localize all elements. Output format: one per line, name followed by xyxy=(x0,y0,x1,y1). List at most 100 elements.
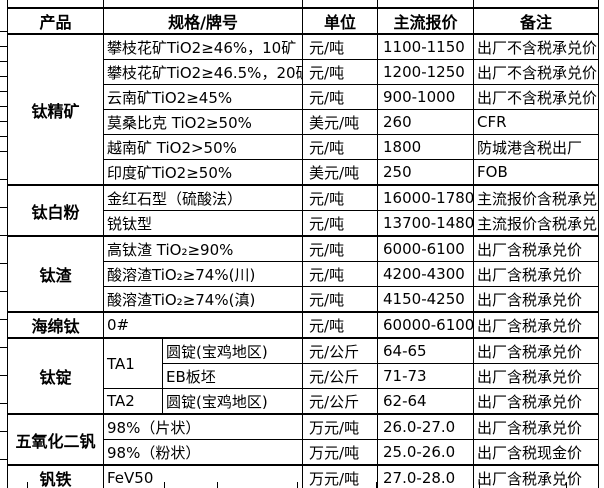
unit-cell: 元/吨 xyxy=(302,261,379,287)
price-cell: 16000-17800 xyxy=(377,184,475,211)
product-cell: 钛锭 xyxy=(7,337,104,415)
table-row: 钛锭 TA1 圆锭(宝鸡地区) 元/公斤 64-65 出厂含税承兑价 xyxy=(7,337,600,415)
left-sliver-ticks-top xyxy=(0,31,7,163)
unit-cell: 元/吨 xyxy=(302,286,379,313)
col-header-unit: 单位 xyxy=(302,7,379,35)
spec-cell: 攀枝花矿TiO2≥46.5%，20矿 xyxy=(102,59,304,85)
price-cell: 26.0-27.0 xyxy=(377,413,475,440)
note-cell: 出厂含税承兑价 xyxy=(473,235,600,262)
table-row: 钛渣 高钛渣 TiO₂≥90% 元/吨 6000-6100 出厂含税承兑价 xyxy=(7,235,600,313)
spec-cell: 莫桑比克 TiO2≥50% xyxy=(102,109,304,135)
spec-cell: FeV50 xyxy=(102,464,304,488)
product-cell: 钛精矿 xyxy=(7,33,104,186)
price-cell: 900-1000 xyxy=(377,84,475,110)
price-cell: 1200-1250 xyxy=(377,59,475,85)
note-cell: 出厂含税承兑价 xyxy=(473,388,600,415)
unit-cell: 万元/吨 xyxy=(302,413,379,440)
price-cell: 62-64 xyxy=(377,388,475,415)
table-row: 越南矿 TiO2>50% 元/吨 1800 防城港含税出厂 xyxy=(8,134,600,160)
top-strip-gridline xyxy=(302,0,303,8)
note-cell: CFR xyxy=(473,109,600,135)
note-cell: FOB xyxy=(473,159,600,186)
unit-cell: 元/公斤 xyxy=(302,337,379,364)
note-cell: 出厂不含税承兑价 xyxy=(473,59,600,85)
spec-cell: 越南矿 TiO2>50% xyxy=(102,134,304,160)
spec-cell: 酸溶渣TiO₂≥74%(川) xyxy=(102,261,304,287)
spec-cell: 0# xyxy=(102,311,304,339)
table-row: 钛精矿 攀枝花矿TiO2≥46%，10矿 元/吨 1100-1150 出厂不含税… xyxy=(7,33,600,186)
unit-cell: 元/吨 xyxy=(302,311,379,339)
header-row: 产品 规格/牌号 单位 主流报价 备注 xyxy=(7,7,600,35)
form-cell: EB板坯 xyxy=(161,363,304,389)
unit-cell: 元/吨 xyxy=(302,235,379,262)
unit-cell: 美元/吨 xyxy=(302,159,379,186)
table-row: 五氧化二钒 98%（片状） 万元/吨 26.0-27.0 出厂含税承兑价 xyxy=(7,413,600,466)
spec-cell: 印度矿TiO2≥50% xyxy=(102,159,304,186)
note-cell: 出厂含税现金价 xyxy=(473,439,600,466)
price-cell: 4150-4250 xyxy=(377,286,475,313)
unit-cell: 万元/吨 xyxy=(302,439,379,466)
note-cell: 出厂含税承兑价 xyxy=(473,363,600,389)
unit-cell: 元/吨 xyxy=(302,84,379,110)
table-row: EB板坯 元/公斤 71-73 出厂含税承兑价 xyxy=(8,363,600,389)
spec-cell: 98%（粉状） xyxy=(102,439,304,466)
unit-cell: 元/吨 xyxy=(302,210,379,237)
price-cell: 13700-14800 xyxy=(377,210,475,237)
col-header-price: 主流报价 xyxy=(377,7,475,35)
grade-cell: TA1 xyxy=(103,337,163,389)
grade-cell: TA2 xyxy=(103,388,163,415)
top-strip-gridline xyxy=(377,0,378,8)
price-cell: 4200-4300 xyxy=(377,261,475,287)
note-cell: 出厂含税承兑价 xyxy=(473,337,600,364)
note-cell: 出厂含税承兑价 xyxy=(473,464,600,488)
spec-cell: 98%（片状） xyxy=(102,413,304,440)
note-cell: 主流报价含税承兑 xyxy=(473,210,600,237)
note-cell: 主流报价含税承兑 xyxy=(473,184,600,211)
price-cell: 71-73 xyxy=(377,363,475,389)
note-cell: 出厂含税承兑价 xyxy=(473,413,600,440)
left-sliver-ticks-bottom xyxy=(0,179,7,481)
table-row: 云南矿TiO2≥45% 元/吨 900-1000 出厂不含税承兑价 xyxy=(8,84,600,110)
note-cell: 出厂含税承兑价 xyxy=(473,261,600,287)
spec-cell: 攀枝花矿TiO2≥46%，10矿 xyxy=(102,33,304,60)
price-cell: 250 xyxy=(377,159,475,186)
unit-cell: 万元/吨 xyxy=(302,464,379,488)
note-cell: 防城港含税出厂 xyxy=(473,134,600,160)
price-cell: 60000-61000 xyxy=(377,311,475,339)
price-cell: 64-65 xyxy=(377,337,475,364)
note-cell: 出厂含税承兑价 xyxy=(473,311,600,339)
price-cell: 25.0-26.0 xyxy=(377,439,475,466)
table-row: 海绵钛 0# 元/吨 60000-61000 出厂含税承兑价 xyxy=(7,311,600,339)
col-header-note: 备注 xyxy=(473,7,600,35)
table-row: TA2 圆锭(宝鸡地区) 元/公斤 62-64 出厂含税承兑价 xyxy=(8,388,600,415)
spec-cell: 锐钛型 xyxy=(102,210,304,237)
table-row: 酸溶渣TiO₂≥74%(川) 元/吨 4200-4300 出厂含税承兑价 xyxy=(8,261,600,287)
price-cell: 27.0-28.0 xyxy=(377,464,475,488)
product-cell: 钒铁 xyxy=(7,464,104,488)
note-cell: 出厂不含税承兑价 xyxy=(473,33,600,60)
price-cell: 260 xyxy=(377,109,475,135)
note-cell: 出厂含税承兑价 xyxy=(473,286,600,313)
unit-cell: 元/吨 xyxy=(302,33,379,60)
price-cell: 1100-1150 xyxy=(377,33,475,60)
unit-cell: 元/公斤 xyxy=(302,363,379,389)
product-cell: 钛白粉 xyxy=(7,184,104,237)
table-row: 酸溶渣TiO₂≥74%(滇) 元/吨 4150-4250 出厂含税承兑价 xyxy=(8,286,600,313)
spec-cell: 云南矿TiO2≥45% xyxy=(102,84,304,110)
spec-cell: 酸溶渣TiO₂≥74%(滇) xyxy=(102,286,304,313)
product-cell: 五氧化二钒 xyxy=(7,413,104,466)
unit-cell: 元/吨 xyxy=(302,59,379,85)
col-header-spec: 规格/牌号 xyxy=(102,7,304,35)
spec-cell: 金红石型（硫酸法） xyxy=(102,184,304,211)
product-cell: 海绵钛 xyxy=(7,311,104,339)
unit-cell: 元/吨 xyxy=(302,134,379,160)
top-strip-gridline xyxy=(103,0,104,8)
table-row: 钛白粉 金红石型（硫酸法） 元/吨 16000-17800 主流报价含税承兑 xyxy=(7,184,600,237)
unit-cell: 元/公斤 xyxy=(302,388,379,415)
price-cell: 6000-6100 xyxy=(377,235,475,262)
table-row: 莫桑比克 TiO2≥50% 美元/吨 260 CFR xyxy=(8,109,600,135)
top-strip-gridline xyxy=(473,0,474,8)
price-cell: 1800 xyxy=(377,134,475,160)
note-cell: 出厂不含税承兑价 xyxy=(473,84,600,110)
